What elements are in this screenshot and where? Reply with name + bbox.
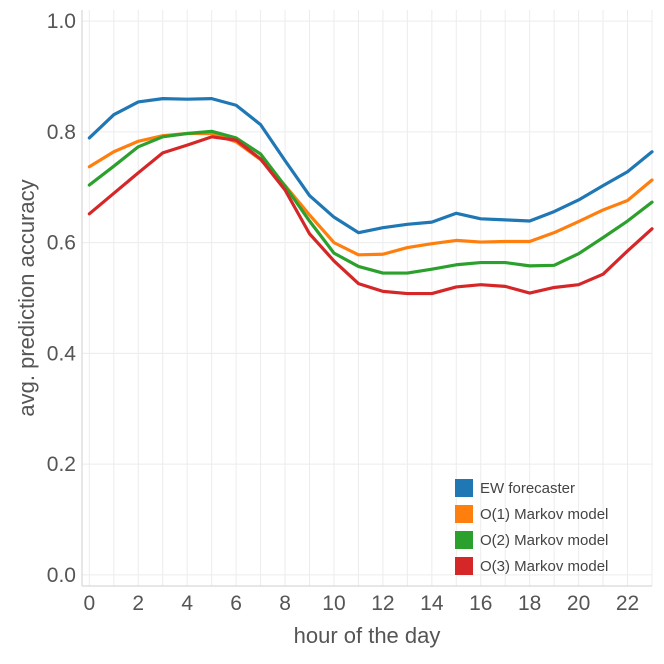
x-tick-label: 14 xyxy=(420,592,444,615)
y-tick-label: 1.0 xyxy=(47,10,76,33)
x-tick-label: 0 xyxy=(83,592,95,615)
y-tick-label: 0.4 xyxy=(47,342,77,365)
legend-swatch xyxy=(455,505,473,523)
legend-label: O(2) Markov model xyxy=(480,532,608,549)
x-tick-label: 16 xyxy=(469,592,492,615)
y-tick-label: 0.8 xyxy=(47,121,76,144)
x-tick-label: 20 xyxy=(567,592,590,615)
y-tick-label: 0.2 xyxy=(47,453,76,476)
x-tick-label: 18 xyxy=(518,592,541,615)
x-axis-title: hour of the day xyxy=(294,623,441,648)
x-tick-label: 4 xyxy=(181,592,193,615)
x-tick-label: 10 xyxy=(322,592,345,615)
grid xyxy=(81,10,653,587)
series-group xyxy=(87,97,654,296)
legend-label: O(1) Markov model xyxy=(480,506,608,523)
series-line-1 xyxy=(87,97,654,235)
x-tick-label: 12 xyxy=(371,592,394,615)
series-line-4 xyxy=(87,135,654,296)
x-tick-label: 22 xyxy=(616,592,639,615)
plot-area xyxy=(82,10,652,586)
x-tick-label: 2 xyxy=(132,592,144,615)
legend-label: EW forecaster xyxy=(480,480,575,497)
legend-label: O(3) Markov model xyxy=(480,558,608,575)
y-axis-title: avg. prediction accuracy xyxy=(14,179,39,416)
y-tick-label: 0.6 xyxy=(47,232,76,255)
legend-swatch xyxy=(455,557,473,575)
y-axis-ticks: 0.0 0.2 0.4 0.6 0.8 1.0 xyxy=(47,10,77,587)
x-axis-ticks: 0 2 4 6 8 10 12 14 16 18 20 22 xyxy=(83,592,639,615)
x-tick-label: 6 xyxy=(230,592,242,615)
x-tick-label: 8 xyxy=(279,592,291,615)
series-line-3 xyxy=(87,129,654,275)
y-tick-label: 0.0 xyxy=(47,564,76,587)
legend-swatch xyxy=(455,479,473,497)
legend-swatch xyxy=(455,531,473,549)
legend: EW forecaster O(1) Markov model O(2) Marko… xyxy=(455,479,608,575)
